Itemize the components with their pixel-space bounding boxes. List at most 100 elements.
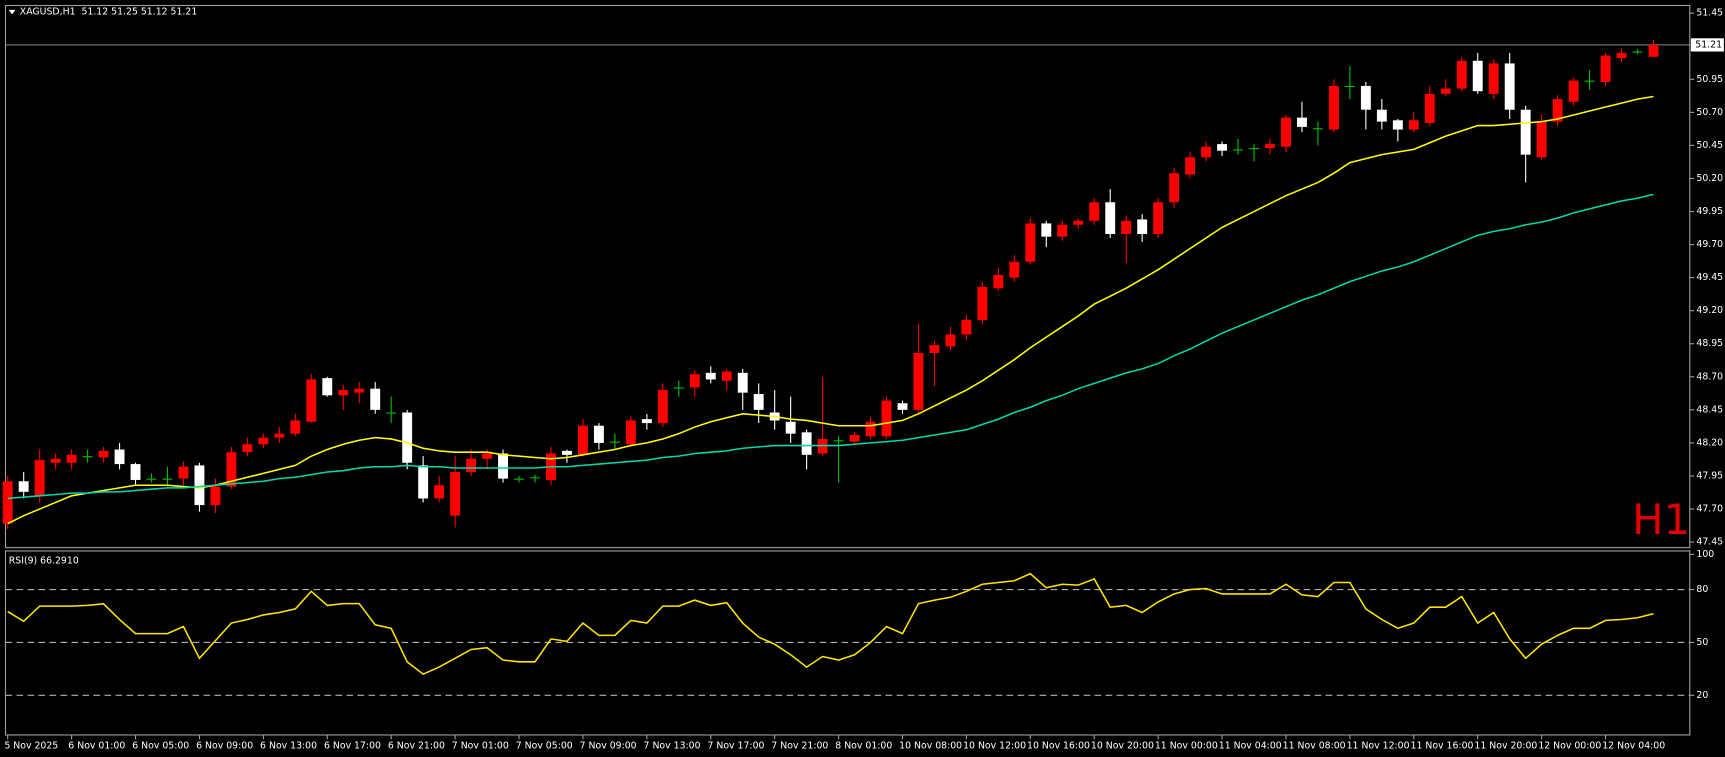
x-tick-label: 7 Nov 01:00 (452, 740, 509, 751)
menu-arrow[interactable] (8, 9, 16, 15)
y-tick-label: 49.20 (1696, 305, 1723, 316)
candle-body (50, 458, 61, 463)
timeframe-label: H1 (1632, 495, 1690, 544)
x-tick-label: 6 Nov 17:00 (324, 740, 381, 751)
candle-body (1616, 52, 1627, 59)
candle-body (593, 425, 604, 443)
candle-body (609, 441, 620, 443)
x-tick-label: 6 Nov 09:00 (196, 740, 253, 751)
candle-body (18, 481, 29, 492)
candle-body (625, 420, 636, 445)
x-tick-label: 11 Nov 16:00 (1411, 740, 1474, 751)
candle-body (1360, 85, 1371, 110)
main-panel (4, 4, 1691, 549)
y-tick-label: 80 (1696, 584, 1708, 595)
line-series (7, 95, 1654, 525)
y-tick-label: 47.95 (1696, 470, 1723, 481)
candle-body (881, 400, 892, 437)
candle-body (290, 420, 301, 434)
candle-body (402, 412, 413, 463)
candle-body (514, 478, 524, 480)
y-tick-label: 47.70 (1696, 504, 1723, 515)
candle-body (114, 449, 125, 465)
candle-body (1520, 109, 1531, 155)
candle-body (705, 372, 716, 380)
candle-body (977, 286, 988, 320)
candle-body (1185, 157, 1196, 175)
x-tick-label: 11 Nov 20:00 (1474, 740, 1537, 751)
candle-body (34, 460, 45, 496)
candle-body (961, 319, 972, 335)
x-tick-label: 7 Nov 09:00 (580, 740, 637, 751)
candle-body (1009, 261, 1020, 278)
x-tick-label: 11 Nov 12:00 (1347, 740, 1410, 751)
candle-body (450, 472, 461, 516)
candle-body (98, 450, 109, 458)
candle-body (530, 477, 540, 479)
candle-body (673, 387, 684, 389)
candle-body (178, 466, 189, 479)
candle-body (1089, 202, 1100, 221)
candle-body (833, 440, 844, 442)
candle-body (370, 388, 381, 410)
x-tick-label: 10 Nov 20:00 (1091, 740, 1154, 751)
candle-body (466, 458, 477, 473)
candle-body (146, 478, 157, 480)
y-tick-label: 49.45 (1696, 272, 1723, 283)
candle-body (913, 353, 924, 410)
y-tick-label: 48.20 (1696, 437, 1723, 448)
y-tick-label: 50.95 (1696, 74, 1723, 85)
candle-body (1648, 44, 1659, 57)
x-tick-label: 7 Nov 17:00 (707, 740, 764, 751)
y-tick-label: 51.45 (1696, 8, 1723, 19)
candle-body (561, 450, 572, 455)
price-label: 51.21 (1695, 39, 1722, 50)
x-tick-label: 7 Nov 13:00 (644, 740, 701, 751)
candle-body (657, 390, 668, 424)
y-tick-label: 50 (1696, 637, 1708, 648)
candle-body (1392, 120, 1403, 130)
candle-body (753, 393, 764, 410)
candle-body (1584, 80, 1595, 82)
candle-body (1472, 60, 1483, 92)
candle-body (1041, 223, 1052, 237)
candle-body (1025, 223, 1036, 262)
candle-body (242, 444, 253, 453)
x-tick-label: 6 Nov 05:00 (132, 740, 189, 751)
candle-body (1249, 148, 1259, 150)
x-tick-label: 10 Nov 12:00 (963, 740, 1026, 751)
y-tick-label: 50.45 (1696, 140, 1723, 151)
x-tick-label: 6 Nov 21:00 (388, 740, 445, 751)
candle-body (130, 464, 141, 480)
candle-body (386, 412, 397, 414)
rsi-title: RSI(9) 66.2910 (9, 555, 79, 566)
y-tick-label: 49.70 (1696, 239, 1723, 250)
candle-body (338, 390, 349, 396)
candle-body (1376, 109, 1387, 122)
candle-body (1440, 88, 1451, 94)
x-tick-label: 11 Nov 08:00 (1283, 740, 1346, 751)
line-series (7, 193, 1654, 500)
y-tick-label: 50.70 (1696, 107, 1723, 118)
candle-body (418, 465, 429, 499)
candle-body (434, 485, 445, 499)
candle-body (306, 379, 317, 422)
candle-body (1297, 117, 1307, 127)
candle-body (1632, 51, 1643, 53)
x-tick-label: 10 Nov 16:00 (1027, 740, 1090, 751)
candle-body (945, 334, 956, 347)
y-tick-label: 47.45 (1696, 537, 1723, 548)
y-tick-label: 48.70 (1696, 371, 1723, 382)
candle-body (258, 437, 269, 445)
x-tick-label: 11 Nov 00:00 (1155, 740, 1218, 751)
candle-body (1105, 202, 1116, 234)
candle-body (1504, 63, 1515, 110)
y-tick-label: 20 (1696, 690, 1708, 701)
x-tick-label: 5 Nov 2025 (4, 740, 58, 751)
candle-body (1328, 85, 1339, 130)
candle-body (194, 465, 205, 506)
candle-body (1217, 144, 1228, 151)
candle-body (498, 453, 508, 479)
candle-body (2, 481, 13, 524)
